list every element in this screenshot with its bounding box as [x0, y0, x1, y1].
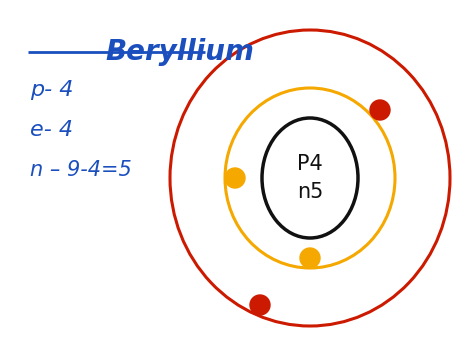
- Ellipse shape: [370, 100, 390, 120]
- Text: n5: n5: [297, 182, 323, 202]
- Text: P4: P4: [297, 154, 323, 174]
- Ellipse shape: [225, 168, 245, 188]
- Ellipse shape: [262, 118, 358, 238]
- Text: n – 9-4=5: n – 9-4=5: [30, 160, 132, 180]
- Ellipse shape: [300, 248, 320, 268]
- Text: e- 4: e- 4: [30, 120, 73, 140]
- Text: Beryllium: Beryllium: [105, 38, 254, 66]
- Ellipse shape: [250, 295, 270, 315]
- Text: p- 4: p- 4: [30, 80, 73, 100]
